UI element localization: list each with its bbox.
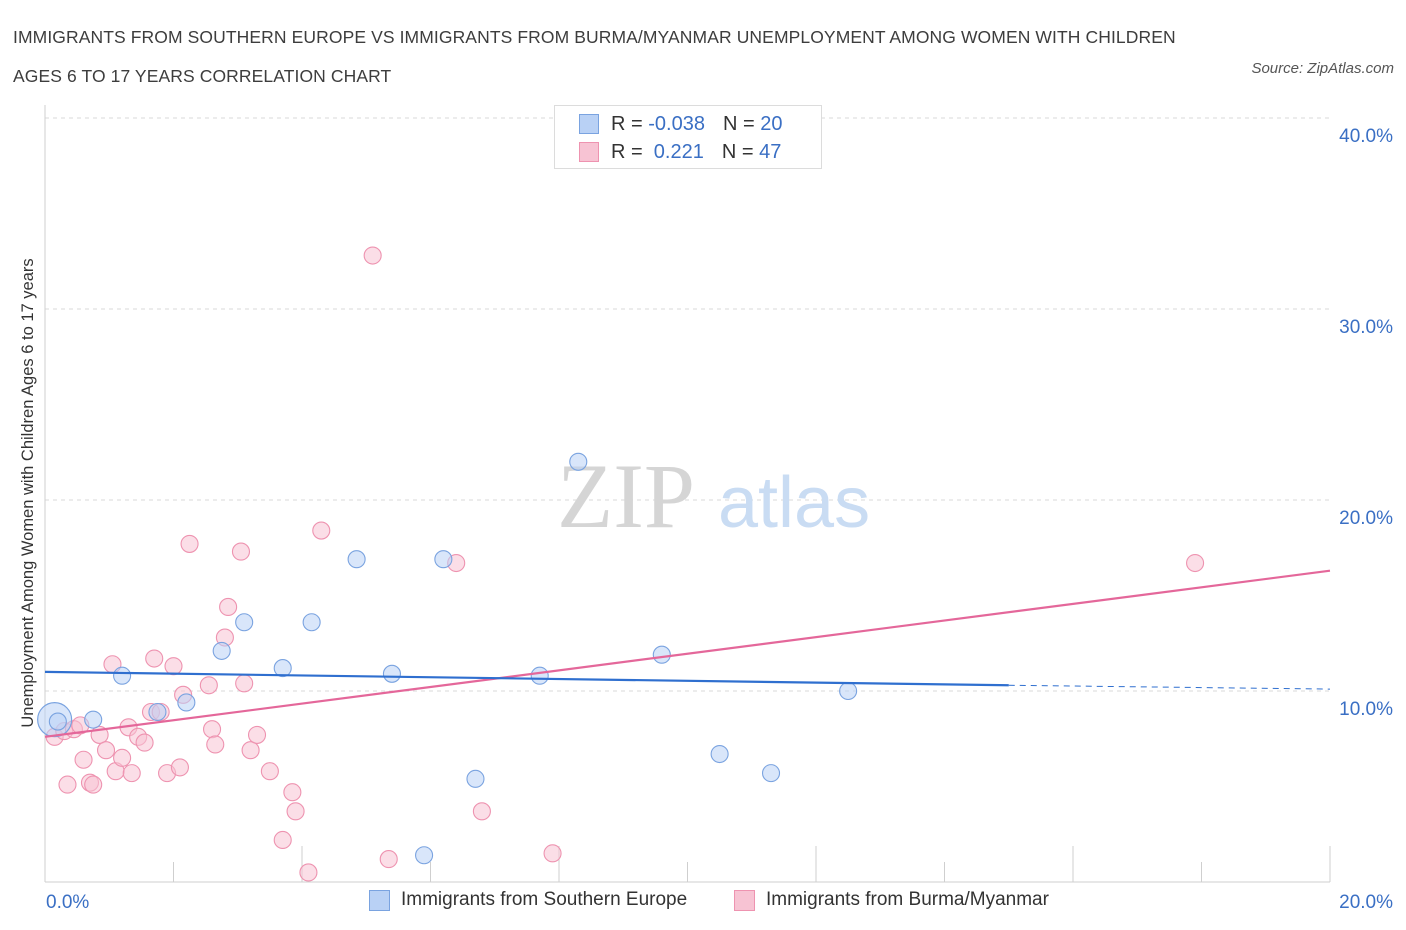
burma-trend-line xyxy=(44,569,1331,738)
legend-n-value: 47 xyxy=(759,140,782,163)
southern-europe-point-12 xyxy=(434,550,453,569)
burma-point-29 xyxy=(219,597,238,617)
southern-europe-trend-line xyxy=(44,670,1009,687)
southern-europe-point-17 xyxy=(710,744,729,764)
burma-point-35 xyxy=(273,830,292,850)
burma-point-40 xyxy=(363,246,382,265)
y-tick-labels: 10.0% 20.0% 30.0% 40.0% xyxy=(1339,126,1393,720)
burma-point-16 xyxy=(135,733,154,752)
watermark-atlas: atlas xyxy=(718,463,870,543)
southern-europe-point-14 xyxy=(530,666,549,685)
southern-europe-point-15 xyxy=(569,452,588,471)
southern-europe-point-5 xyxy=(212,641,231,660)
bottom-legend-swatch-blue xyxy=(369,889,390,911)
bottom-legend-swatch-pink xyxy=(734,889,755,911)
burma-point-7 xyxy=(84,775,103,794)
y-tick-label-10: 10.0% xyxy=(1339,699,1393,720)
burma-point-18 xyxy=(145,649,164,668)
southern-europe-point-2 xyxy=(113,666,132,685)
legend-r-label: R = xyxy=(611,140,649,163)
burma-point-24 xyxy=(180,534,199,553)
legend-r-label: R = xyxy=(611,112,649,135)
legend-n-label: N = xyxy=(721,140,760,163)
legend-n-value: 20 xyxy=(760,112,783,135)
burma-point-41 xyxy=(379,850,398,869)
bottom-legend-label: Immigrants from Burma/Myanmar xyxy=(766,889,1049,910)
burma-point-38 xyxy=(299,863,318,882)
southern-europe-point-10 xyxy=(382,664,402,683)
southern-europe-point-6 xyxy=(235,613,254,632)
legend-n-label: N = xyxy=(722,112,761,135)
southern-europe-point-3 xyxy=(148,702,167,722)
burma-point-44 xyxy=(543,844,562,863)
x-tick-label-start: 0.0% xyxy=(46,892,89,913)
southern-europe-point-13 xyxy=(466,769,485,788)
burma-point-33 xyxy=(247,725,267,744)
southern-europe-point-16 xyxy=(652,645,671,664)
southern-europe-point-4 xyxy=(177,693,196,712)
southern-europe-point-7 xyxy=(273,659,292,678)
series-burma-points xyxy=(45,246,1205,882)
watermark: ZIP atlas xyxy=(557,445,870,547)
southern-europe-point-8 xyxy=(302,613,321,632)
trend-lines xyxy=(44,569,1331,738)
legend-row-burma: R = 0.221 N = 47 xyxy=(579,138,781,166)
series-southern-europe-points xyxy=(37,452,858,865)
burma-point-25 xyxy=(199,676,218,695)
y-tick-label-20: 20.0% xyxy=(1339,508,1393,529)
burma-point-22 xyxy=(170,758,189,777)
burma-point-39 xyxy=(312,521,331,540)
bottom-legend-label: Immigrants from Southern Europe xyxy=(401,889,688,910)
burma-point-37 xyxy=(286,802,305,821)
correlation-legend: R = -0.038 N = 20 R = 0.221 N = 47 xyxy=(554,105,822,169)
southern-europe-point-18 xyxy=(761,764,781,783)
legend-swatch-blue xyxy=(579,114,599,134)
legend-row-southern-europe: R = -0.038 N = 20 xyxy=(579,110,782,138)
legend-swatch-pink xyxy=(579,142,599,162)
burma-point-5 xyxy=(74,750,93,769)
burma-point-30 xyxy=(231,542,251,561)
burma-point-27 xyxy=(206,735,225,754)
burma-point-34 xyxy=(260,762,279,781)
southern-europe-point-9 xyxy=(347,550,366,569)
y-axis-label: Unemployment Among Women with Children A… xyxy=(19,258,37,727)
bottom-legend-burma: Immigrants from Burma/Myanmar xyxy=(734,889,1049,911)
burma-point-26 xyxy=(203,720,222,739)
x-tick-labels: 0.0% 20.0% xyxy=(46,892,1393,913)
source-label: Source: ZipAtlas.com xyxy=(1251,60,1394,77)
burma-point-32 xyxy=(241,741,260,760)
chart-title: IMMIGRANTS FROM SOUTHERN EUROPE VS IMMIG… xyxy=(13,27,1176,86)
gridlines xyxy=(45,117,1330,692)
burma-point-43 xyxy=(472,802,491,821)
legend-r-value: -0.038 xyxy=(648,112,705,135)
burma-point-9 xyxy=(96,741,116,760)
southern-europe-point-1 xyxy=(84,710,103,729)
burma-point-31 xyxy=(235,674,254,693)
axes xyxy=(44,105,1331,883)
y-tick-label-40: 40.0% xyxy=(1339,126,1393,147)
bottom-legend-southern-europe: Immigrants from Southern Europe xyxy=(369,889,687,911)
southern-europe-point-11 xyxy=(415,846,434,865)
x-tick-label-end: 20.0% xyxy=(1339,892,1393,913)
southern-europe-point-19 xyxy=(839,681,858,701)
burma-point-2 xyxy=(58,775,77,794)
burma-point-12 xyxy=(113,748,132,767)
southern-europe-trend-extension xyxy=(1008,684,1331,690)
burma-point-36 xyxy=(283,783,302,802)
y-tick-label-30: 30.0% xyxy=(1339,317,1393,338)
burma-point-14 xyxy=(122,764,141,783)
legend-r-value: 0.221 xyxy=(648,140,704,163)
southern-europe-point-0 xyxy=(48,712,67,731)
burma-point-45 xyxy=(1186,553,1205,573)
burma-point-21 xyxy=(164,657,183,676)
